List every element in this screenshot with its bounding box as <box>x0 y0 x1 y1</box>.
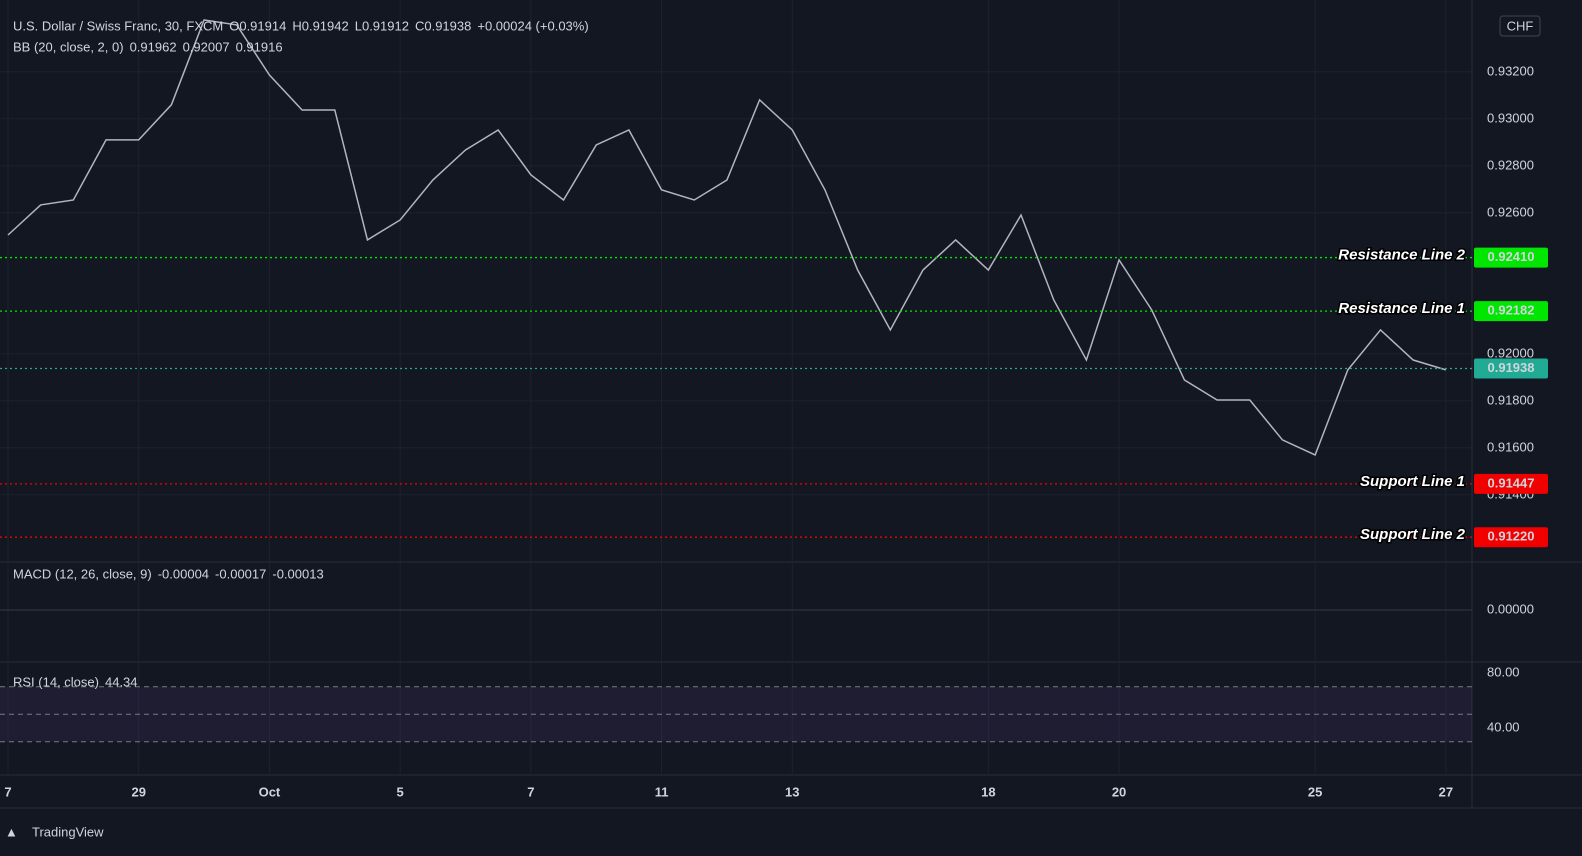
legend-text: -0.00017 <box>215 566 266 581</box>
y-tick-label: 0.93200 <box>1487 63 1534 78</box>
level-name: Resistance Line 1 <box>1338 300 1465 317</box>
level-price-label: 0.91447 <box>1488 475 1535 490</box>
level-price-label: 0.91220 <box>1488 529 1535 544</box>
legend-text: BB (20, close, 2, 0) <box>13 39 124 54</box>
y-tick-label: 0.92800 <box>1487 157 1534 172</box>
level-price-label: 0.92182 <box>1488 303 1535 318</box>
legend-text: O <box>229 18 239 33</box>
level-name: Support Line 1 <box>1360 473 1465 490</box>
brand: TradingView <box>32 824 104 839</box>
legend-text: -0.00013 <box>272 566 323 581</box>
legend-text: 0.91938 <box>424 18 471 33</box>
level-price-label: 0.92410 <box>1488 249 1535 264</box>
level-price-box <box>1474 527 1548 548</box>
level-price-box <box>1474 301 1548 322</box>
currency-box <box>1499 15 1541 37</box>
x-tick-label: 7 <box>4 784 11 799</box>
legend-text: C <box>415 18 424 33</box>
legend-text: 0.91912 <box>362 18 409 33</box>
legend-text: 0.92007 <box>183 39 230 54</box>
y-tick-label: 0.93000 <box>1487 110 1534 125</box>
legend-text: +0.00024 (+0.03%) <box>477 18 588 33</box>
x-tick-label: 25 <box>1308 784 1322 799</box>
legend-text: 0.91916 <box>236 39 283 54</box>
legend-text: 44.34 <box>105 674 138 689</box>
legend-text: 0.91914 <box>239 18 286 33</box>
level-price-box <box>1474 247 1548 268</box>
level-name: Support Line 2 <box>1360 526 1466 543</box>
x-tick-label: 27 <box>1439 784 1453 799</box>
brand-logo: ▲ <box>5 824 18 839</box>
legend-text: 0.91942 <box>302 18 349 33</box>
y-tick-label: 0.91800 <box>1487 392 1534 407</box>
x-tick-label: 13 <box>785 784 799 799</box>
x-tick-label: 29 <box>131 784 145 799</box>
legend-text: H <box>292 18 301 33</box>
x-tick-label: Oct <box>259 784 281 799</box>
y-tick-label: 0.92000 <box>1487 345 1534 360</box>
level-price-box <box>1474 358 1548 379</box>
x-tick-label: 20 <box>1112 784 1126 799</box>
legend-text: -0.00004 <box>158 566 209 581</box>
currency-label: CHF <box>1507 18 1534 33</box>
y-tick-label: 0.91600 <box>1487 439 1534 454</box>
rsi-tick-label: 80.00 <box>1487 664 1520 679</box>
y-tick-label: 0.92600 <box>1487 204 1534 219</box>
x-tick-label: 18 <box>981 784 995 799</box>
macd-tick-label: 0.00000 <box>1487 601 1534 616</box>
x-tick-label: 5 <box>397 784 404 799</box>
x-tick-label: 11 <box>655 784 669 799</box>
legend-text: RSI (14, close) <box>13 674 99 689</box>
level-price-box <box>1474 473 1548 494</box>
legend-text: MACD (12, 26, close, 9) <box>13 566 152 581</box>
x-tick-label: 7 <box>527 784 534 799</box>
level-name: Resistance Line 2 <box>1338 247 1465 264</box>
level-price-label: 0.91938 <box>1488 360 1535 375</box>
rsi-tick-label: 40.00 <box>1487 719 1520 734</box>
price-line <box>7 19 1447 456</box>
legend-text: L <box>355 18 362 33</box>
legend-text: 0.91962 <box>130 39 177 54</box>
legend-text: U.S. Dollar / Swiss Franc, 30, FXCM <box>13 18 223 33</box>
